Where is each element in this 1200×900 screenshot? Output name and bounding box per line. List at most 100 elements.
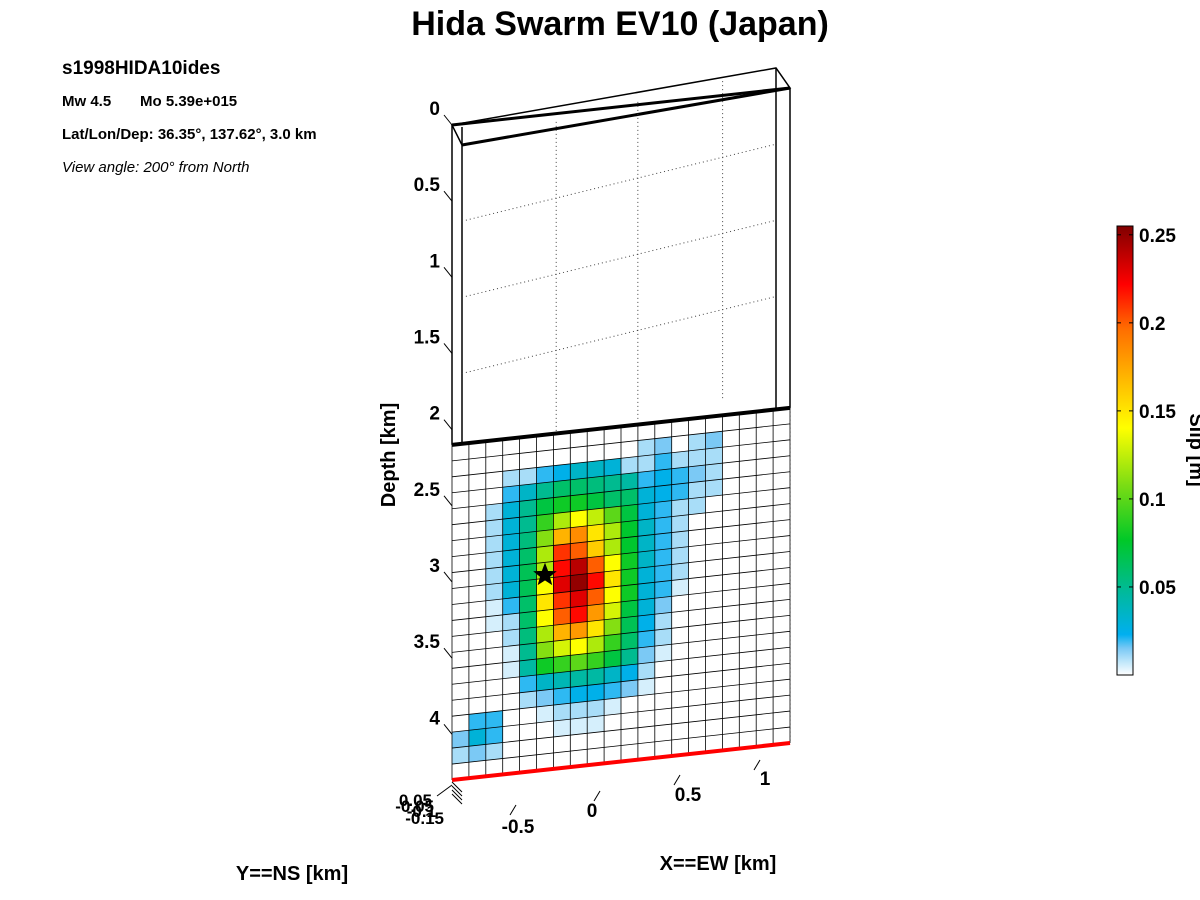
slip-cell [621,727,638,746]
slip-cell [485,567,503,585]
grid-row-line [451,455,791,494]
slip-cell [671,594,689,613]
slip-cell [688,576,706,595]
slip-cell [621,711,638,730]
view-angle: View angle: 200° from North [62,159,250,176]
slip-cell [485,439,503,458]
slip-cell [570,717,588,736]
slip-cell [739,682,757,701]
slip-cell [519,627,537,645]
slip-cell [452,618,469,637]
x-tick-label: 1 [760,769,771,790]
slip-cell [621,488,638,507]
slip-cell [604,490,621,508]
depth-tick-label: 3 [429,556,440,577]
slip-cell [570,446,588,464]
slip-cell [553,543,571,562]
slip-cell [637,502,655,521]
slip-cell [502,629,520,647]
colorbar: 0.05 0.1 0.15 0.2 0.25 [1116,225,1176,676]
slip-cell [756,553,774,572]
depth-tick [443,571,453,583]
slip-cell [485,471,503,490]
slip-cell [536,481,554,500]
slip-cell [756,505,774,524]
slip-cell [621,695,638,714]
slip-cell [688,656,706,675]
slip-cell [773,599,790,618]
slip-cell [519,691,537,709]
slip-cell [654,628,672,647]
slip-cell [452,730,469,749]
slip-cell [773,679,790,697]
slip-cell [722,636,740,655]
slip-cell [739,651,757,669]
slip-cell [587,683,605,702]
slip-cell [637,646,655,664]
depth-tick-label: 1.5 [414,327,441,348]
slip-cell [604,665,621,684]
slip-cell [502,740,520,759]
slip-cell [536,689,554,707]
slip-cell [553,463,571,482]
depth-tick [443,723,453,735]
slip-cell [722,716,740,735]
slip-cell [637,470,655,489]
slip-cell [570,605,588,624]
slip-cell [705,511,723,529]
slip-cell [654,548,672,567]
slip-cell [722,668,740,687]
hypocenter-marker [533,562,557,586]
slip-cell [468,616,486,635]
slip-cell [621,647,638,666]
slip-cell [705,718,723,737]
slip-cell [739,443,757,462]
slip-cell [502,453,520,472]
slip-cell [654,580,672,599]
slip-cell [502,437,520,456]
slip-cell [519,675,537,693]
grid-row-line [451,439,791,478]
slip-cell [570,701,588,720]
depth-tick [443,647,453,659]
slip-cell [637,422,655,441]
slip-cell [468,473,486,491]
slip-cell [773,615,790,634]
slip-cell [671,658,689,677]
slip-cell [739,427,757,446]
slip-cell [671,498,689,517]
slip-cell [688,608,706,627]
slip-cell [654,612,672,631]
depth-tick [443,495,453,507]
slip-cell [621,456,638,475]
slip-cell [739,571,757,589]
slip-cell [671,674,689,693]
y-tick-label: -0.1 [407,802,436,821]
slip-cell [621,520,638,539]
slip-cell [502,517,520,536]
slip-cell [536,497,554,516]
slip-cell [739,491,757,510]
slip-cell [604,713,621,732]
slip-cell [739,635,757,653]
grid-row-line [451,614,791,653]
slip-cell [604,649,621,668]
slip-cell [536,465,554,484]
slip-cell [722,429,740,448]
slip-cell [621,600,638,618]
x-tick [509,804,517,816]
slip-cell [671,419,689,437]
slip-cell [688,544,706,563]
slip-cell [654,484,672,503]
slip-cell [553,735,571,753]
slip-cell [536,641,554,659]
slip-cell [570,541,588,560]
grid-row-line [451,423,791,462]
x-tick [673,774,681,786]
slip-cell [637,678,655,696]
slip-cell [773,423,790,442]
slip-cell [452,666,469,685]
slip-cell [587,587,605,606]
slip-cell [688,512,706,531]
slip-cell [671,450,689,469]
